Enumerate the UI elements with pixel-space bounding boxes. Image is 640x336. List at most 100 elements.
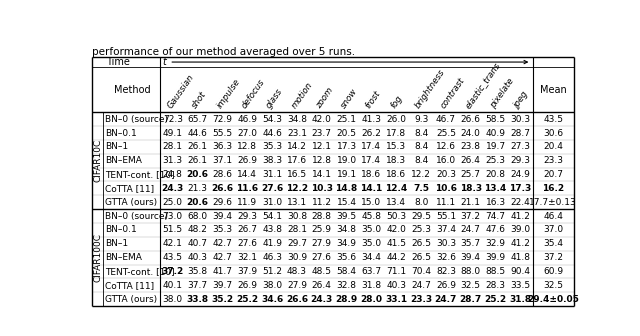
Text: CIFAR10C: CIFAR10C (93, 139, 102, 182)
Text: 34.4: 34.4 (362, 253, 381, 262)
Text: 12.2: 12.2 (286, 184, 308, 193)
Text: 25.3: 25.3 (411, 225, 431, 235)
Text: 28.7: 28.7 (511, 128, 531, 137)
Text: 40.9: 40.9 (486, 128, 506, 137)
Text: BN–1: BN–1 (106, 239, 129, 248)
Text: 11.9: 11.9 (237, 198, 257, 207)
Text: 37.2: 37.2 (461, 212, 481, 220)
Text: 38.3: 38.3 (262, 156, 282, 165)
Text: 12.4: 12.4 (385, 184, 408, 193)
Text: CIFAR100C: CIFAR100C (93, 233, 102, 282)
Text: defocus: defocus (240, 77, 267, 110)
Text: 14.8: 14.8 (335, 184, 358, 193)
Text: 41.2: 41.2 (511, 212, 531, 220)
Text: 48.2: 48.2 (188, 225, 207, 235)
Text: 27.0: 27.0 (237, 128, 257, 137)
Text: 13.4: 13.4 (387, 198, 406, 207)
Text: 26.9: 26.9 (237, 156, 257, 165)
Text: 14.2: 14.2 (287, 142, 307, 151)
Text: 30.3: 30.3 (436, 239, 456, 248)
Text: 24.3: 24.3 (162, 184, 184, 193)
Text: 44.6: 44.6 (262, 128, 282, 137)
Text: TENT-cont. [10]: TENT-cont. [10] (106, 170, 175, 179)
Text: 46.7: 46.7 (436, 115, 456, 124)
Text: 27.6: 27.6 (237, 239, 257, 248)
Text: 17.7±0.13: 17.7±0.13 (529, 198, 577, 207)
Text: 15.0: 15.0 (362, 198, 381, 207)
Text: 22.4: 22.4 (511, 198, 531, 207)
Text: 26.1: 26.1 (188, 156, 207, 165)
Text: 54.3: 54.3 (262, 115, 282, 124)
Text: 10.6: 10.6 (435, 184, 457, 193)
Text: 28.6: 28.6 (212, 170, 232, 179)
Text: 19.1: 19.1 (337, 170, 356, 179)
Text: 21.3: 21.3 (188, 184, 207, 193)
Text: 7.5: 7.5 (413, 184, 429, 193)
Text: BN–EMA: BN–EMA (106, 156, 142, 165)
Text: 40.3: 40.3 (188, 253, 207, 262)
Text: 32.9: 32.9 (486, 239, 506, 248)
Text: 37.9: 37.9 (237, 267, 257, 276)
Text: 11.6: 11.6 (236, 184, 259, 193)
Text: 28.9: 28.9 (335, 295, 358, 304)
Text: 38.0: 38.0 (163, 295, 183, 304)
Text: 35.0: 35.0 (362, 225, 381, 235)
Text: Mean: Mean (540, 85, 566, 95)
Text: 24.0: 24.0 (461, 128, 481, 137)
Text: 13.4: 13.4 (484, 184, 507, 193)
Text: 18.3: 18.3 (386, 156, 406, 165)
Text: 72.3: 72.3 (163, 115, 183, 124)
Text: 44.6: 44.6 (188, 128, 207, 137)
Text: 43.5: 43.5 (543, 115, 563, 124)
Text: 29.4±0.05: 29.4±0.05 (527, 295, 579, 304)
Text: 23.3: 23.3 (410, 295, 432, 304)
Text: 73.0: 73.0 (163, 212, 183, 220)
Text: 25.7: 25.7 (461, 170, 481, 179)
Text: GTTA (ours): GTTA (ours) (106, 295, 157, 304)
Text: 42.7: 42.7 (212, 239, 232, 248)
Text: 24.7: 24.7 (435, 295, 457, 304)
Text: 26.9: 26.9 (237, 281, 257, 290)
Text: 27.6: 27.6 (261, 184, 284, 193)
Text: 14.1: 14.1 (360, 184, 383, 193)
Text: 43.8: 43.8 (262, 225, 282, 235)
Text: 35.3: 35.3 (212, 225, 232, 235)
Text: 8.4: 8.4 (414, 156, 428, 165)
Text: fog: fog (389, 93, 404, 110)
Text: 65.7: 65.7 (188, 115, 207, 124)
Text: 27.3: 27.3 (511, 142, 531, 151)
Text: 34.9: 34.9 (337, 239, 356, 248)
Text: 20.4: 20.4 (543, 142, 563, 151)
Text: 29.5: 29.5 (411, 212, 431, 220)
Text: 12.1: 12.1 (312, 142, 332, 151)
Text: 29.6: 29.6 (212, 198, 232, 207)
Text: 24.3: 24.3 (310, 295, 333, 304)
Text: 37.4: 37.4 (436, 225, 456, 235)
Text: Method: Method (113, 85, 150, 95)
Text: 39.4: 39.4 (212, 212, 232, 220)
Text: 88.0: 88.0 (461, 267, 481, 276)
Text: 23.3: 23.3 (543, 156, 563, 165)
Text: 15.3: 15.3 (386, 142, 406, 151)
Text: 38.0: 38.0 (262, 281, 282, 290)
Text: 14.4: 14.4 (237, 170, 257, 179)
Text: 26.5: 26.5 (411, 239, 431, 248)
Text: 41.9: 41.9 (262, 239, 282, 248)
Text: 25.3: 25.3 (486, 156, 506, 165)
Text: 71.1: 71.1 (386, 267, 406, 276)
Text: 28.1: 28.1 (287, 225, 307, 235)
Text: 26.5: 26.5 (411, 253, 431, 262)
Text: Time: Time (106, 57, 130, 67)
Text: TENT-cont. [10]: TENT-cont. [10] (106, 267, 175, 276)
Text: 51.5: 51.5 (163, 225, 183, 235)
Text: 40.3: 40.3 (387, 281, 406, 290)
Text: 26.6: 26.6 (211, 184, 234, 193)
Text: 12.2: 12.2 (411, 170, 431, 179)
Text: 20.7: 20.7 (543, 170, 563, 179)
Text: 20.3: 20.3 (436, 170, 456, 179)
Text: 8.4: 8.4 (414, 142, 428, 151)
Text: 39.7: 39.7 (212, 281, 232, 290)
Text: 27.6: 27.6 (312, 253, 332, 262)
Text: 25.9: 25.9 (312, 225, 332, 235)
Text: Gaussian: Gaussian (165, 72, 195, 110)
